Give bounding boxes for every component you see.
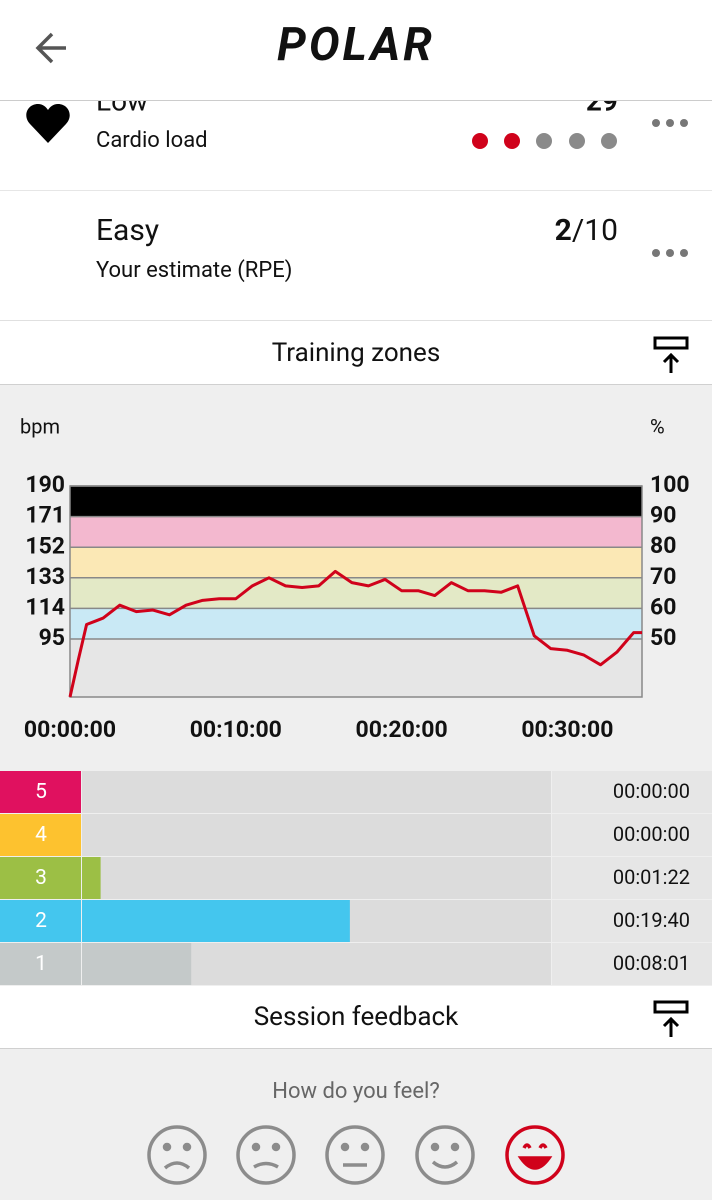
zone-time-cell — [552, 900, 712, 942]
y-tick-label: 152 — [25, 532, 65, 559]
zones-header — [0, 321, 712, 384]
y2-axis-label: % — [650, 414, 665, 438]
mood-happy[interactable] — [415, 1125, 475, 1185]
y2-tick-label: 80 — [650, 532, 676, 559]
y2-tick-label: 60 — [650, 593, 676, 620]
zone-label-cell — [0, 900, 81, 942]
zone-band — [70, 516, 642, 548]
zone-band — [70, 547, 642, 578]
y2-tick-label: 70 — [650, 563, 676, 590]
x-tick-label: 00:10:00 — [190, 716, 282, 743]
zone-time: 00:00:00 — [613, 779, 690, 803]
y2-tick-label: 90 — [650, 502, 676, 529]
zone-track — [82, 857, 551, 899]
y-tick-label: 95 — [39, 624, 65, 651]
zone-time: 00:01:22 — [613, 865, 690, 889]
rpe-score-max: /10 — [572, 213, 618, 248]
zone-label: 1 — [35, 952, 47, 976]
x-tick-label: 00:20:00 — [356, 716, 448, 743]
y2-tick-label: 100 — [650, 471, 690, 498]
feedback-question: How do you feel? — [272, 1079, 440, 1104]
y-tick-label: 133 — [25, 563, 65, 590]
zone-time-cell — [552, 771, 712, 813]
zone-time: 00:08:01 — [613, 951, 690, 975]
y2-tick-label: 50 — [650, 624, 676, 651]
rpe-menu[interactable] — [652, 249, 688, 257]
header — [0, 0, 712, 100]
collapse-icon[interactable] — [653, 336, 689, 373]
zone-label-cell — [0, 771, 81, 813]
x-tick-label: 00:00:00 — [24, 716, 116, 743]
zone-band — [70, 608, 642, 640]
zone-bar — [82, 943, 192, 985]
mood-very-happy[interactable] — [505, 1125, 565, 1185]
zones-title: Training zones — [272, 338, 441, 368]
zone-track — [82, 814, 551, 856]
heart-icon — [26, 104, 70, 143]
zone-bar — [82, 857, 101, 899]
cardio-label: Cardio load — [96, 128, 208, 153]
y-tick-label: 171 — [25, 502, 65, 529]
logo: POLAR — [277, 18, 435, 72]
rpe-score: 2/10 — [555, 213, 618, 248]
plot-frame — [69, 485, 643, 698]
zone-time: 00:19:40 — [613, 908, 690, 932]
zone-label: 2 — [35, 909, 47, 933]
mood-very-sad[interactable] — [147, 1125, 207, 1185]
y-axis-label: bpm — [20, 414, 60, 438]
zone-time-cell — [552, 814, 712, 856]
mood-neutral[interactable] — [325, 1125, 385, 1185]
cardio-menu[interactable] — [652, 119, 688, 127]
feedback-header — [0, 986, 712, 1048]
y-tick-label: 190 — [25, 471, 65, 498]
rpe-score-value: 2 — [555, 213, 572, 248]
x-tick-label: 00:30:00 — [521, 716, 613, 743]
rpe-row[interactable] — [0, 191, 712, 320]
feedback-title: Session feedback — [254, 1002, 459, 1032]
y-tick-label: 114 — [25, 593, 65, 620]
zone-bar — [82, 900, 350, 942]
zone-label: 5 — [35, 780, 47, 804]
collapse-icon[interactable] — [653, 1000, 689, 1037]
zone-band — [70, 486, 642, 517]
zone-time-cell — [552, 943, 712, 985]
back-button[interactable] — [35, 32, 66, 64]
mood-options — [147, 1125, 565, 1185]
zone-track — [82, 771, 551, 813]
cardio-dots — [472, 133, 617, 149]
zone-label-cell — [0, 857, 81, 899]
zone-label-cell — [0, 943, 81, 985]
cardio-row[interactable] — [0, 100, 712, 190]
zone-label: 4 — [35, 823, 47, 847]
rpe-level: Easy — [96, 213, 159, 248]
zone-label-cell — [0, 814, 81, 856]
zone-label: 3 — [35, 866, 47, 890]
zone-time: 00:00:00 — [613, 822, 690, 846]
rpe-label: Your estimate (RPE) — [96, 258, 292, 283]
zone-time-cell — [552, 857, 712, 899]
mood-sad[interactable] — [236, 1125, 296, 1185]
heart-rate-line — [68, 569, 642, 698]
